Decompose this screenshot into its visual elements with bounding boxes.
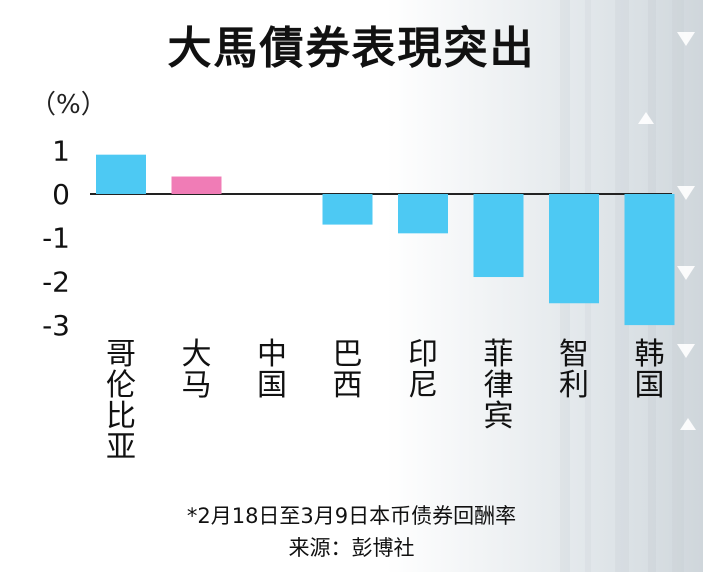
bar-哥伦比亚 <box>96 154 146 194</box>
background-up-triangle-icon <box>680 418 696 430</box>
bar-韩国 <box>624 194 675 326</box>
source-note: 来源：彭博社 <box>288 536 415 560</box>
y-tick-label: 0 <box>52 178 70 211</box>
bar-印尼 <box>398 194 448 234</box>
background-down-triangle-icon <box>677 344 695 358</box>
y-tick-label: -2 <box>42 265 70 298</box>
chart-title: 大馬債券表現突出 <box>167 23 536 74</box>
y-axis-unit-label: （%） <box>30 90 107 120</box>
x-category-label: 菲律宾 <box>484 337 514 434</box>
background-stripe <box>615 0 629 572</box>
background-down-triangle-icon <box>677 266 695 280</box>
background-down-triangle-icon <box>677 32 695 46</box>
background-down-triangle-icon <box>677 186 695 200</box>
x-category-label: 中国 <box>257 337 287 403</box>
bar-巴西 <box>322 194 373 225</box>
x-category-label: 哥伦比亚 <box>106 337 136 465</box>
x-category-label: 韩国 <box>635 337 665 403</box>
background-up-triangle-icon <box>638 112 654 124</box>
x-category-label: 智利 <box>559 337 589 403</box>
y-tick-label: 1 <box>52 134 70 167</box>
x-category-label: 印尼 <box>408 337 438 403</box>
bar-菲律宾 <box>473 194 524 278</box>
x-category-label: 大马 <box>182 337 212 403</box>
y-tick-label: -1 <box>42 222 70 255</box>
x-category-label: 巴西 <box>333 337 363 403</box>
bar-大马 <box>171 176 222 194</box>
footnote: *2月18日至3月9日本币债券回酬率 <box>186 504 517 528</box>
bar-智利 <box>549 194 599 304</box>
y-tick-label: -3 <box>42 309 70 342</box>
